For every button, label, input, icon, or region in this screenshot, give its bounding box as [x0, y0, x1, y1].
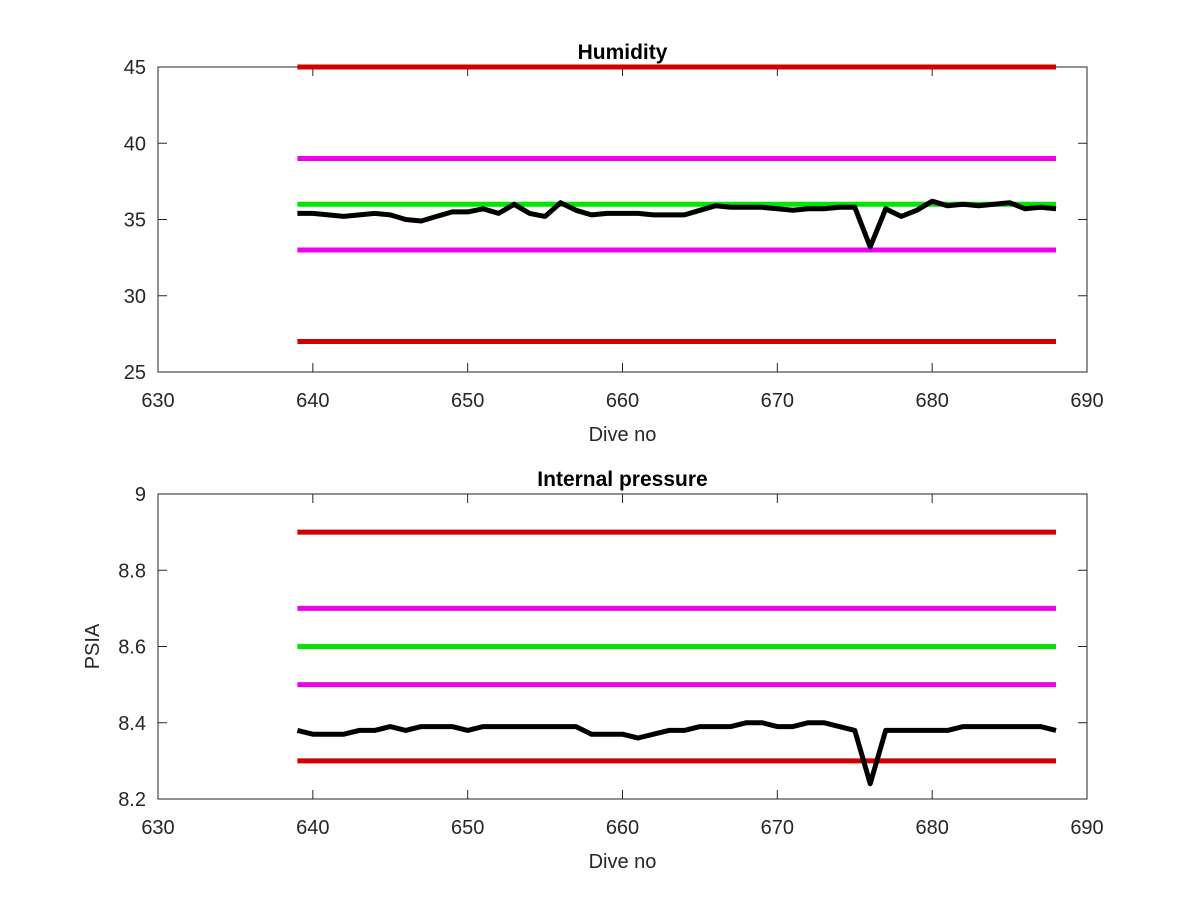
- series-line-measurement: [297, 198, 1057, 250]
- x-tick-label: 650: [451, 817, 484, 839]
- x-tick-label: 640: [296, 817, 329, 839]
- x-tick-label: 670: [761, 390, 794, 412]
- x-axis-label: Dive no: [589, 424, 657, 446]
- x-tick-label: 680: [915, 817, 948, 839]
- x-tick-label: 660: [606, 390, 639, 412]
- plot-area: [157, 66, 1088, 373]
- x-tick-label: 660: [606, 817, 639, 839]
- y-tick-label: 8.2: [118, 789, 146, 811]
- y-tick-label: 40: [124, 133, 146, 155]
- x-tick-label: 650: [451, 390, 484, 412]
- chart-1: 630 640 650 660 670 680 690 8.2 8.4 8.6 8.8 9 Intern…: [82, 468, 1104, 873]
- y-tick-label: 9: [135, 484, 146, 506]
- chart-title: Internal pressure: [537, 468, 707, 491]
- y-tick-label: 8.4: [118, 713, 146, 735]
- x-tick-label: 680: [915, 390, 948, 412]
- chart-0: 630 640 650 660 670 680 690 25 30 35 40 45 Humidity D…: [124, 41, 1104, 446]
- x-axis-label: Dive no: [589, 851, 657, 873]
- x-tick-label: 690: [1070, 817, 1103, 839]
- x-tick-label: 630: [141, 390, 174, 412]
- x-tick-label: 630: [141, 817, 174, 839]
- y-tick-label: 8.6: [118, 637, 146, 659]
- y-tick-label: 8.8: [118, 560, 146, 582]
- y-tick-label: 25: [124, 362, 146, 384]
- x-tick-label: 640: [296, 390, 329, 412]
- y-tick-label: 30: [124, 286, 146, 308]
- x-tick-label: 690: [1070, 390, 1103, 412]
- x-tick-label: 670: [761, 817, 794, 839]
- chart-title: Humidity: [578, 41, 668, 64]
- y-tick-label: 45: [124, 57, 146, 79]
- series-line-measurement: [296, 720, 1057, 787]
- y-tick-label: 35: [124, 210, 146, 232]
- y-axis-label: PSIA: [82, 623, 104, 669]
